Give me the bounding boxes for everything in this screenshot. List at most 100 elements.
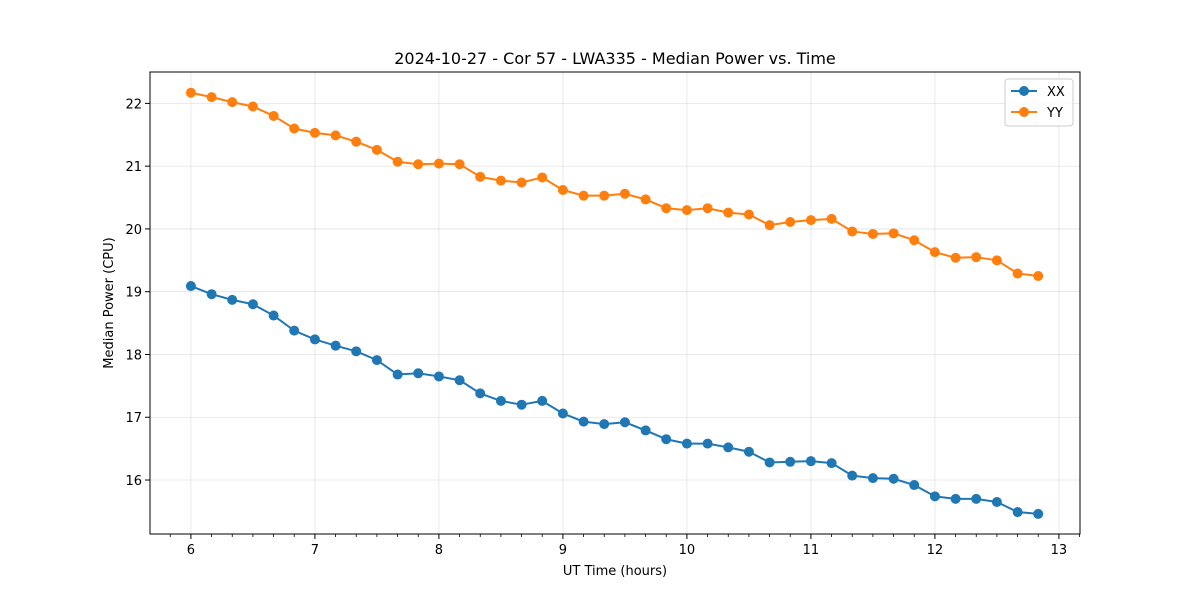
data-point-yy <box>557 185 568 196</box>
data-point-xx <box>702 438 713 449</box>
x-tick-label: 13 <box>1051 543 1068 558</box>
x-tick-label: 8 <box>435 543 443 558</box>
data-point-xx <box>454 375 465 386</box>
data-point-xx <box>475 388 486 399</box>
x-axis-label: UT Time (hours) <box>563 564 667 579</box>
data-point-xx <box>785 456 796 467</box>
series-xx <box>185 281 1044 519</box>
data-point-xx <box>413 368 424 379</box>
data-point-xx <box>826 458 837 469</box>
data-point-yy <box>330 130 341 141</box>
data-point-yy <box>185 87 196 98</box>
data-point-xx <box>743 446 754 457</box>
data-point-yy <box>247 101 258 112</box>
data-point-yy <box>743 209 754 220</box>
series-yy <box>185 87 1044 282</box>
data-point-yy <box>950 252 961 263</box>
data-point-xx <box>371 355 382 366</box>
data-point-xx <box>268 310 279 321</box>
legend-xx-marker <box>1019 86 1029 96</box>
y-tick-label: 16 <box>125 474 142 489</box>
data-point-yy <box>805 215 816 226</box>
data-point-yy <box>227 97 238 108</box>
x-tick-label: 11 <box>803 543 820 558</box>
data-point-xx <box>971 493 982 504</box>
data-point-xx <box>1012 507 1023 518</box>
series-layer <box>185 87 1044 519</box>
data-point-xx <box>516 399 527 410</box>
data-point-yy <box>371 144 382 155</box>
data-point-xx <box>909 480 920 491</box>
data-point-yy <box>661 203 672 214</box>
data-point-yy <box>619 188 630 199</box>
data-point-xx <box>619 417 630 428</box>
grid-lines <box>150 72 1080 534</box>
data-point-xx <box>764 457 775 468</box>
data-point-yy <box>909 235 920 246</box>
data-point-yy <box>971 252 982 263</box>
x-tick-label: 12 <box>927 543 944 558</box>
data-point-xx <box>640 425 651 436</box>
data-point-yy <box>578 190 589 201</box>
data-point-xx <box>330 340 341 351</box>
data-point-yy <box>702 203 713 214</box>
data-point-xx <box>495 395 506 406</box>
data-point-yy <box>268 110 279 121</box>
x-tick-label: 9 <box>559 543 567 558</box>
x-tick-label: 10 <box>679 543 696 558</box>
data-point-xx <box>392 369 403 380</box>
data-point-yy <box>929 247 940 258</box>
data-point-xx <box>950 493 961 504</box>
data-point-xx <box>578 416 589 427</box>
legend-yy-marker <box>1019 107 1029 117</box>
y-tick-label: 22 <box>125 97 142 112</box>
data-point-yy <box>1033 271 1044 282</box>
data-point-yy <box>764 220 775 231</box>
data-point-xx <box>289 325 300 336</box>
data-point-yy <box>847 226 858 237</box>
data-point-yy <box>1012 268 1023 279</box>
data-point-yy <box>206 92 217 103</box>
data-point-yy <box>991 255 1002 266</box>
data-point-yy <box>599 190 610 201</box>
data-point-xx <box>433 371 444 382</box>
y-tick-label: 20 <box>125 223 142 238</box>
y-tick-label: 21 <box>125 160 142 175</box>
data-point-yy <box>475 171 486 182</box>
data-point-yy <box>495 175 506 186</box>
data-point-xx <box>309 334 320 345</box>
data-point-xx <box>351 346 362 357</box>
data-point-yy <box>392 156 403 167</box>
data-point-xx <box>185 281 196 292</box>
data-point-xx <box>599 419 610 430</box>
legend: XX YY <box>1004 78 1074 127</box>
data-point-xx <box>867 473 878 484</box>
data-point-yy <box>785 217 796 228</box>
data-point-yy <box>454 159 465 170</box>
y-tick-label: 17 <box>125 411 142 426</box>
data-point-yy <box>640 194 651 205</box>
data-point-xx <box>888 473 899 484</box>
data-point-yy <box>309 127 320 138</box>
data-point-yy <box>723 207 734 218</box>
data-point-yy <box>681 205 692 216</box>
x-tick-label: 7 <box>311 543 319 558</box>
data-point-yy <box>413 159 424 170</box>
plot-frame <box>149 71 1081 535</box>
data-point-yy <box>433 158 444 169</box>
chart-title: 2024-10-27 - Cor 57 - LWA335 - Median Po… <box>394 49 836 68</box>
legend-yy-label: YY <box>1046 106 1063 121</box>
axis-ticks: 6 7 8 9 10 11 12 13 16 17 18 19 20 21 22 <box>125 97 1080 558</box>
data-point-xx <box>929 491 940 502</box>
data-point-xx <box>991 496 1002 507</box>
x-tick-label: 6 <box>187 543 195 558</box>
y-tick-label: 19 <box>125 286 142 301</box>
y-tick-label: 18 <box>125 348 142 363</box>
data-point-yy <box>537 172 548 183</box>
data-point-xx <box>227 294 238 305</box>
legend-xx-label: XX <box>1047 85 1065 100</box>
data-point-yy <box>826 213 837 224</box>
data-point-xx <box>805 456 816 467</box>
data-point-yy <box>888 228 899 239</box>
